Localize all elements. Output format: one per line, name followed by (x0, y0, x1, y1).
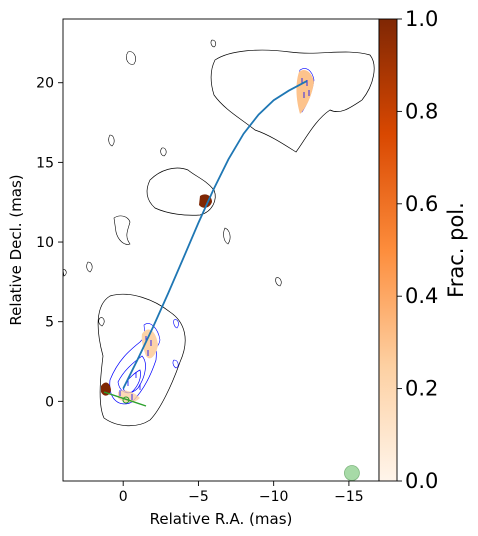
core-contour-outer (97, 293, 186, 427)
y-tick-label: 15 (36, 155, 54, 171)
x-tick-label: −5 (188, 489, 209, 505)
knot-contour (146, 167, 216, 216)
y-tick-label: 10 (36, 235, 54, 251)
colorbar-tick-label: 0.0 (405, 469, 438, 493)
plot-area (63, 19, 379, 481)
colorbar-tick-label: 1.0 (405, 7, 438, 31)
colorbar-tick-label: 0.2 (405, 377, 438, 401)
contour-layer (63, 39, 375, 481)
colorbar-tick-label: 0.4 (405, 284, 438, 308)
pol-fill-lobe (296, 70, 314, 114)
colorbar-axis: 0.0 0.2 0.4 0.6 0.8 1.0 (397, 7, 438, 493)
beam-ellipse (344, 465, 360, 481)
x-tick-label: −15 (334, 489, 364, 505)
y-tick-label: 0 (45, 394, 54, 410)
x-tick-label: 0 (119, 489, 128, 505)
x-axis: 0 −5 −10 −15 (119, 481, 364, 505)
y-tick-label: 5 (45, 315, 54, 331)
colorbar-tick-label: 0.8 (405, 99, 438, 123)
pol-fill-core (101, 382, 111, 396)
y-axis: 0 5 10 15 20 (36, 76, 63, 410)
y-axis-label: Relative Decl. (mas) (7, 174, 25, 325)
colorbar (378, 18, 398, 482)
x-axis-label: Relative R.A. (mas) (150, 510, 293, 528)
pol-contour-core (109, 336, 157, 405)
y-tick-label: 20 (36, 76, 54, 92)
jet-ridge-line (122, 80, 308, 389)
core-markers (103, 391, 147, 407)
x-tick-label: −10 (259, 489, 289, 505)
colorbar-label: Frac. pol. (444, 202, 468, 298)
pol-fill-knot (199, 194, 212, 208)
lobe-contour (210, 49, 375, 153)
colorbar-tick-label: 0.6 (405, 192, 438, 216)
